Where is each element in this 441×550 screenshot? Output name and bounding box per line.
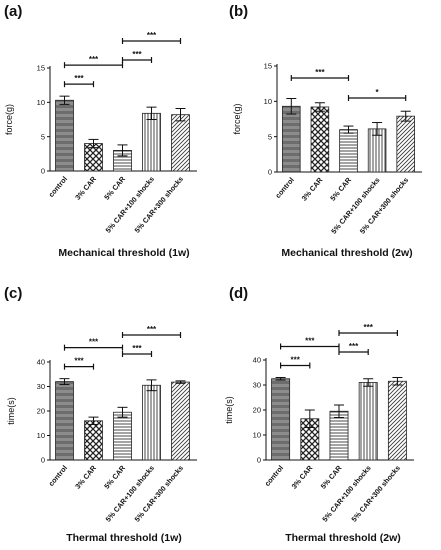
- significance-label: ***: [74, 74, 84, 83]
- y-tick-label: 20: [37, 407, 45, 416]
- significance-label: ***: [147, 325, 157, 334]
- significance-label: ***: [349, 342, 359, 351]
- category-label: 3% CAR: [73, 463, 98, 491]
- bar-4: [142, 384, 161, 461]
- panel-letter: (a): [4, 3, 22, 20]
- category-label: control: [46, 175, 69, 199]
- significance-label: ***: [364, 323, 374, 332]
- category-label: control: [263, 464, 286, 488]
- y-axis-label: time(s): [6, 397, 16, 425]
- y-tick-label: 10: [253, 431, 261, 440]
- bar-4: [142, 112, 161, 172]
- y-tick-label: 10: [37, 431, 45, 440]
- panel-letter: (b): [229, 3, 248, 20]
- y-tick-label: 15: [37, 64, 45, 73]
- category-label: 5% CAR: [102, 174, 127, 202]
- y-tick-label: 5: [41, 132, 45, 141]
- bar-1: [55, 99, 74, 172]
- bar-3: [113, 411, 132, 461]
- bar-2: [310, 106, 330, 173]
- y-tick-label: 30: [37, 382, 45, 391]
- category-label: control: [46, 464, 69, 488]
- y-tick-label: 30: [253, 381, 261, 390]
- category-label: 5% CAR: [319, 463, 344, 491]
- bar-5: [171, 381, 190, 461]
- bar-5: [387, 380, 407, 461]
- significance-label: ***: [315, 68, 325, 77]
- bar-1: [282, 105, 301, 173]
- significance-label: ***: [147, 31, 157, 40]
- significance-label: ***: [74, 357, 84, 366]
- panel-title: Mechanical threshold (1w): [58, 247, 189, 259]
- category-label: 5% CAR+300 shocks: [358, 176, 410, 236]
- significance-label: ***: [132, 50, 142, 59]
- significance-label: ***: [132, 344, 142, 353]
- y-tick-label: 0: [257, 456, 261, 465]
- y-tick-label: 10: [37, 98, 45, 107]
- panel-letter: (d): [229, 285, 248, 302]
- significance-label: ***: [291, 356, 301, 365]
- bar-2: [84, 420, 103, 461]
- y-tick-label: 40: [253, 356, 261, 365]
- bar-5: [396, 115, 415, 173]
- panel-letter: (c): [4, 285, 22, 302]
- y-axis-label: time(s): [224, 396, 234, 424]
- bar-1: [55, 381, 74, 461]
- significance-label: ***: [89, 55, 99, 64]
- y-tick-label: 0: [268, 168, 272, 177]
- y-tick-label: 20: [253, 406, 261, 415]
- bar-3: [329, 410, 349, 461]
- y-tick-label: 0: [41, 167, 45, 176]
- category-label: 5% CAR: [328, 175, 353, 203]
- category-label: 3% CAR: [300, 175, 325, 203]
- panel-title: Thermal threshold (2w): [285, 532, 401, 544]
- bar-5: [171, 114, 190, 172]
- bar-4: [358, 382, 378, 461]
- y-axis-label: force(g): [232, 103, 242, 134]
- bar-1: [271, 378, 291, 461]
- significance-label: ***: [305, 337, 315, 346]
- significance-label: ***: [89, 338, 99, 347]
- y-tick-label: 5: [268, 132, 272, 141]
- panel-title: Mechanical threshold (2w): [281, 247, 412, 259]
- significance-label: *: [376, 88, 380, 97]
- category-label: 3% CAR: [289, 463, 314, 491]
- y-axis-label: force(g): [4, 104, 14, 135]
- y-tick-label: 10: [264, 97, 272, 106]
- category-label: 3% CAR: [73, 174, 98, 202]
- category-label: 5% CAR: [102, 463, 127, 491]
- category-label: 5% CAR+100 shocks: [329, 176, 381, 236]
- y-tick-label: 40: [37, 358, 45, 367]
- panel-title: Thermal threshold (1w): [66, 532, 182, 544]
- bar-3: [339, 129, 358, 173]
- category-label: control: [273, 176, 296, 200]
- y-tick-label: 0: [41, 456, 45, 465]
- y-tick-label: 15: [264, 62, 272, 71]
